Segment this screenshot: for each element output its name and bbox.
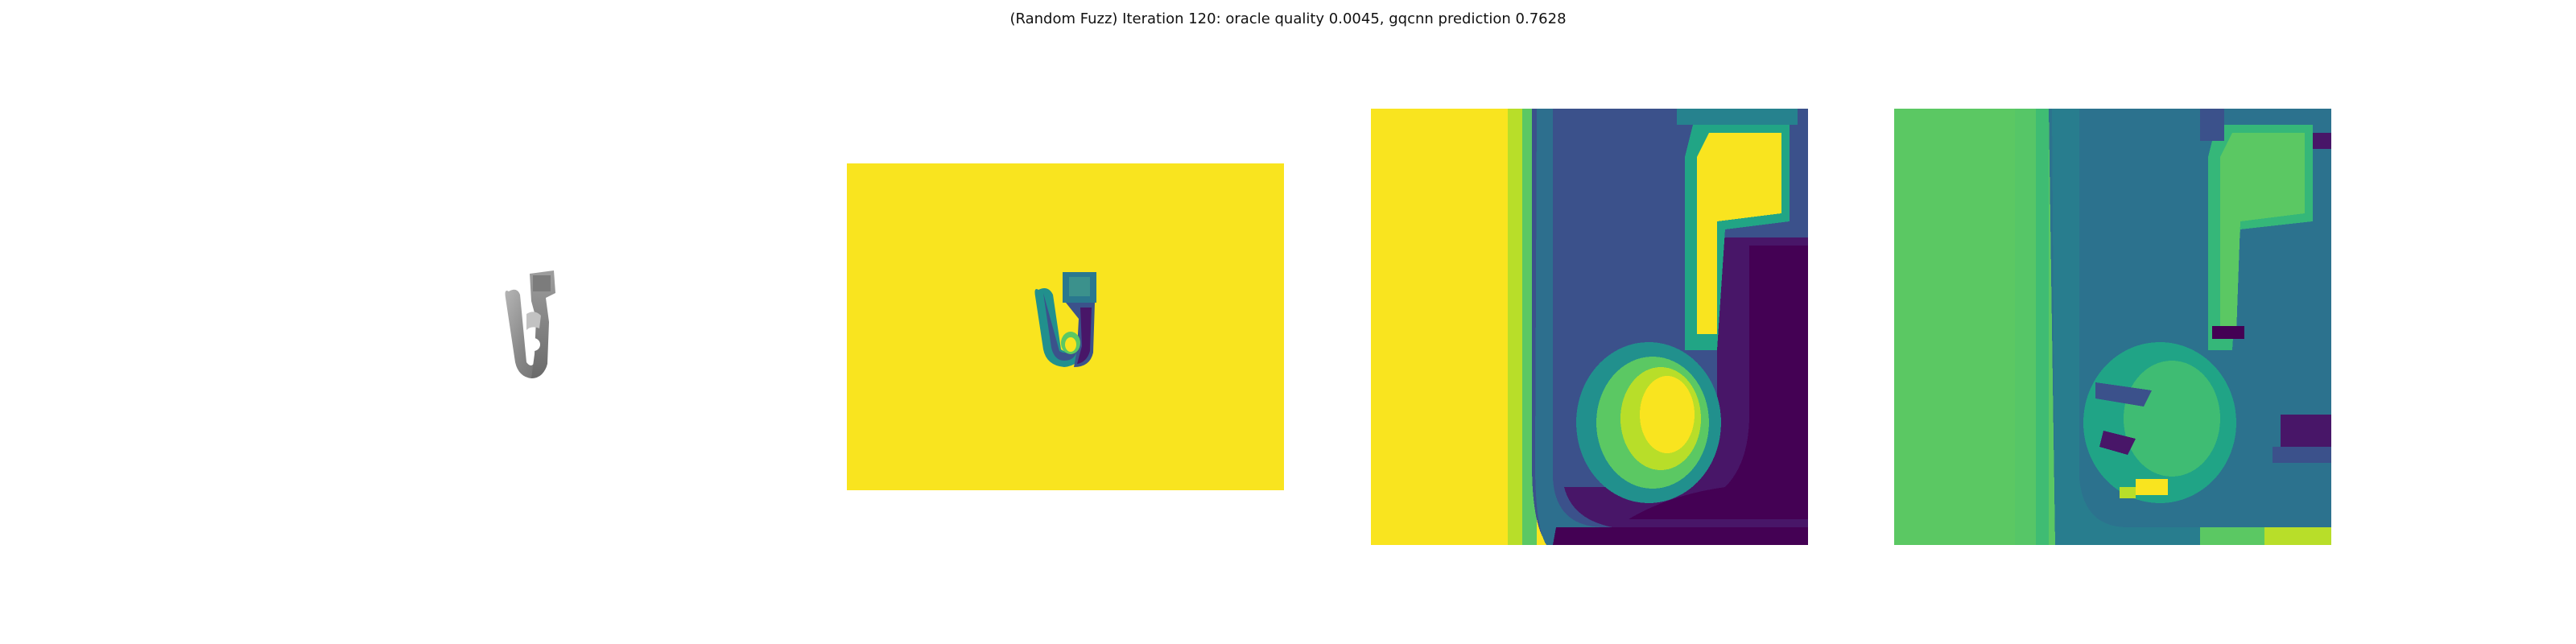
fuzzed-crop-image: [1894, 109, 2331, 545]
depth-image: [847, 163, 1284, 490]
figure-title: (Random Fuzz) Iteration 120: oracle qual…: [1009, 10, 1567, 27]
rendered-object-panel: [451, 242, 612, 402]
depth-crop-panel: [1371, 109, 1808, 545]
depth-image-panel: [847, 163, 1284, 490]
depth-crop-image: [1371, 109, 1808, 545]
fuzzed-crop-panel: [1894, 109, 2331, 545]
rendered-object-image: [505, 270, 555, 378]
